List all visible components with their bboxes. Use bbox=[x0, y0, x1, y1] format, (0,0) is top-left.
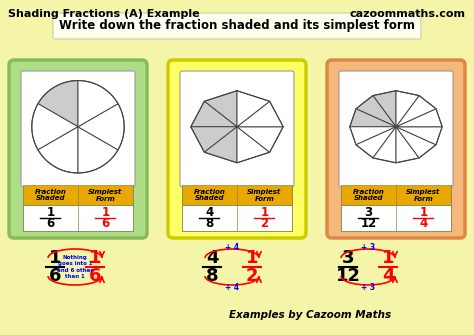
Text: + 4: + 4 bbox=[225, 243, 239, 252]
Text: 3: 3 bbox=[342, 249, 354, 267]
Polygon shape bbox=[350, 109, 396, 127]
Bar bbox=[23, 185, 133, 205]
Text: 2: 2 bbox=[260, 217, 269, 230]
Text: 6: 6 bbox=[89, 267, 101, 285]
FancyBboxPatch shape bbox=[168, 60, 306, 238]
Text: cazoommaths.com: cazoommaths.com bbox=[350, 9, 466, 19]
Text: 1: 1 bbox=[419, 206, 428, 219]
Polygon shape bbox=[191, 127, 237, 152]
Bar bbox=[182, 205, 292, 231]
FancyBboxPatch shape bbox=[180, 71, 294, 187]
Text: Fraction
Shaded: Fraction Shaded bbox=[353, 189, 384, 201]
Text: 4: 4 bbox=[205, 206, 214, 219]
Text: 12: 12 bbox=[336, 267, 361, 285]
Polygon shape bbox=[204, 127, 237, 163]
Bar bbox=[341, 205, 451, 231]
Polygon shape bbox=[356, 127, 396, 158]
Text: Shading Fractions (A) Example: Shading Fractions (A) Example bbox=[8, 9, 200, 19]
Polygon shape bbox=[396, 91, 419, 127]
Bar bbox=[23, 205, 133, 231]
Text: 1: 1 bbox=[382, 249, 394, 267]
Text: 1: 1 bbox=[46, 206, 55, 219]
Polygon shape bbox=[396, 127, 442, 145]
Bar bbox=[341, 185, 451, 205]
Text: 1: 1 bbox=[101, 206, 109, 219]
FancyBboxPatch shape bbox=[339, 71, 453, 187]
Text: + 3: + 3 bbox=[361, 243, 375, 252]
Text: 4: 4 bbox=[382, 267, 394, 285]
Bar bbox=[182, 185, 292, 205]
Text: 8: 8 bbox=[205, 217, 214, 230]
Text: 1: 1 bbox=[246, 249, 258, 267]
Polygon shape bbox=[396, 127, 419, 163]
Text: Fraction
Shaded: Fraction Shaded bbox=[193, 189, 226, 201]
Text: Fraction
Shaded: Fraction Shaded bbox=[35, 189, 66, 201]
Text: Nothing
goes into 1
and 6 other
than 1: Nothing goes into 1 and 6 other than 1 bbox=[57, 255, 93, 279]
Polygon shape bbox=[396, 127, 436, 158]
Text: 2: 2 bbox=[246, 267, 258, 285]
Text: 1: 1 bbox=[49, 249, 61, 267]
Text: + 4: + 4 bbox=[225, 282, 239, 291]
Polygon shape bbox=[396, 95, 436, 127]
FancyBboxPatch shape bbox=[21, 71, 135, 187]
Text: 4: 4 bbox=[206, 249, 218, 267]
Polygon shape bbox=[237, 91, 270, 127]
Polygon shape bbox=[237, 127, 270, 163]
Polygon shape bbox=[237, 127, 283, 152]
Text: 4: 4 bbox=[419, 217, 428, 230]
Polygon shape bbox=[350, 127, 396, 145]
Text: + 3: + 3 bbox=[361, 282, 375, 291]
Text: Write down the fraction shaded and its simplest form: Write down the fraction shaded and its s… bbox=[59, 19, 415, 32]
Polygon shape bbox=[356, 95, 396, 127]
Text: 8: 8 bbox=[206, 267, 219, 285]
Polygon shape bbox=[78, 80, 118, 127]
Text: Examples by Cazoom Maths: Examples by Cazoom Maths bbox=[229, 310, 391, 320]
Polygon shape bbox=[237, 101, 283, 127]
Text: 1: 1 bbox=[260, 206, 269, 219]
Polygon shape bbox=[78, 104, 124, 150]
Text: Simplest
Form: Simplest Form bbox=[406, 189, 441, 202]
Text: 6: 6 bbox=[101, 217, 109, 230]
Polygon shape bbox=[32, 104, 78, 150]
Text: 1: 1 bbox=[89, 249, 101, 267]
FancyBboxPatch shape bbox=[9, 60, 147, 238]
Text: Simplest
Form: Simplest Form bbox=[88, 189, 123, 202]
FancyBboxPatch shape bbox=[53, 13, 421, 39]
Polygon shape bbox=[204, 91, 237, 127]
Polygon shape bbox=[191, 101, 237, 127]
Polygon shape bbox=[396, 109, 442, 127]
Polygon shape bbox=[373, 91, 396, 127]
Text: Simplest
Form: Simplest Form bbox=[247, 189, 282, 202]
Text: 6: 6 bbox=[46, 217, 55, 230]
Polygon shape bbox=[78, 127, 118, 173]
Polygon shape bbox=[38, 127, 78, 173]
Polygon shape bbox=[38, 80, 78, 127]
Text: 3: 3 bbox=[365, 206, 373, 219]
Text: 12: 12 bbox=[360, 217, 377, 230]
Text: 6: 6 bbox=[49, 267, 61, 285]
Polygon shape bbox=[373, 127, 396, 163]
FancyBboxPatch shape bbox=[327, 60, 465, 238]
